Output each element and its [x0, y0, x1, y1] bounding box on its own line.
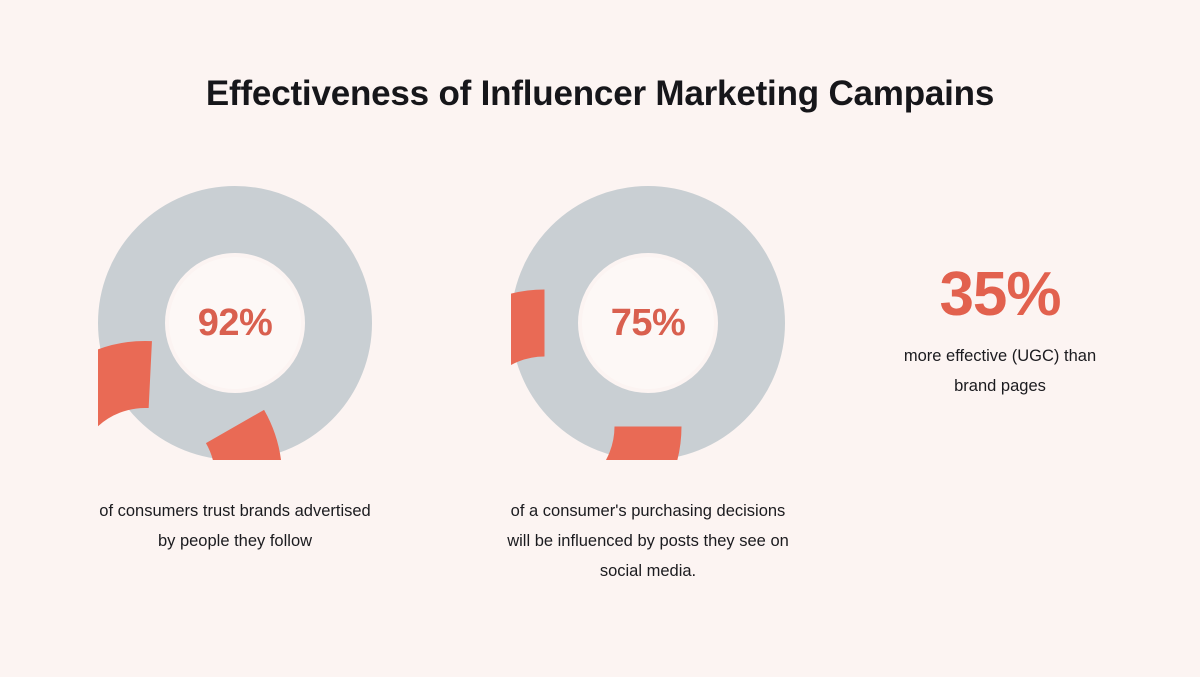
- donut-75-caption-line-2: will be influenced by posts they see on: [507, 532, 789, 550]
- stat-card-92: 92% of consumers trust brands advertised…: [98, 186, 399, 556]
- donut-92-caption: of consumers trust brands advertised by …: [71, 496, 399, 556]
- donut-75-caption-line-3: social media.: [599, 562, 697, 580]
- donut-chart-92: 92%: [98, 186, 372, 460]
- page-title: Effectiveness of Influencer Marketing Ca…: [205, 74, 995, 113]
- donut-75-hole: [582, 257, 714, 389]
- stat-35-caption-line-2: brand pages: [954, 377, 1046, 396]
- donut-75-caption: of a consumer's purchasing decisions wil…: [478, 496, 818, 586]
- stat-35-caption: more effective (UGC) than brand pages: [866, 341, 1134, 401]
- donut-92-caption-line-1: of consumers trust brands advertised: [99, 502, 371, 520]
- donut-92-caption-line-2: by people they follow: [157, 532, 313, 550]
- donut-chart-75: 75%: [511, 186, 785, 460]
- stat-card-75: 75% of a consumer's purchasing decisions…: [507, 186, 818, 586]
- donut-chart-75-svg: [511, 186, 785, 460]
- stat-35-caption-line-1: more effective (UGC) than: [903, 347, 1097, 366]
- stat-35-value: 35%: [939, 260, 1061, 329]
- donut-chart-92-svg: [98, 186, 372, 460]
- donut-75-caption-line-1: of a consumer's purchasing decisions: [510, 502, 786, 520]
- donut-92-hole: [169, 257, 301, 389]
- stat-card-35: 35% more effective (UGC) than brand page…: [866, 262, 1134, 401]
- donut-92-track: [98, 186, 372, 460]
